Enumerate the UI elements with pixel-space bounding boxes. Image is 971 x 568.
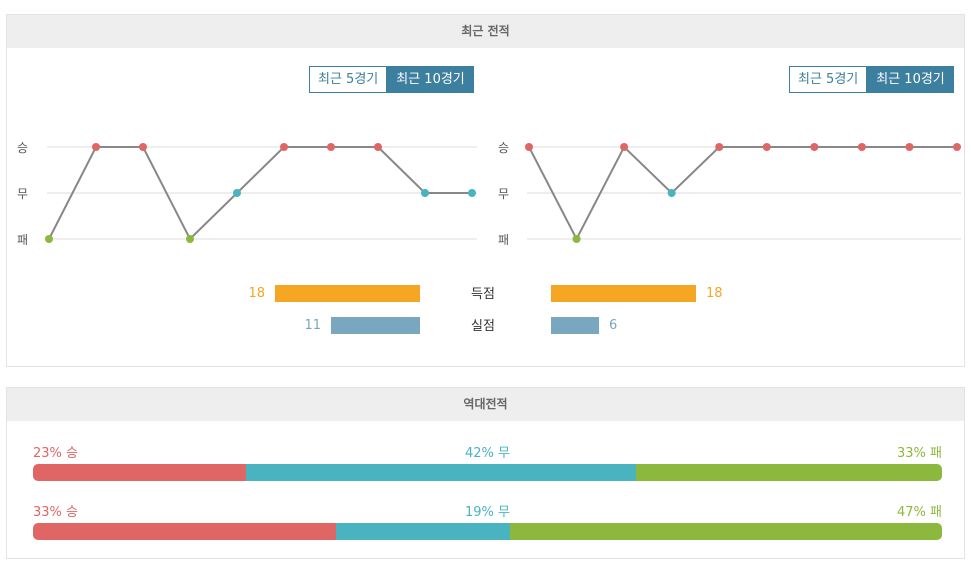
y-label-win: 승	[498, 141, 509, 155]
left-scored-value: 18	[248, 286, 265, 301]
result-point-win	[280, 143, 288, 151]
form-line	[48, 146, 472, 241]
result-point-win	[620, 143, 629, 151]
result-point-win	[810, 143, 819, 151]
right-form-chart: 승무패	[498, 141, 961, 245]
h2h-win-segment	[33, 523, 336, 540]
y-label-draw: 무	[17, 187, 28, 201]
h2h-bar	[33, 523, 942, 540]
right-conceded-bar	[551, 317, 599, 334]
result-point-win	[953, 143, 961, 151]
head-to-head-title: 역대전적	[7, 388, 964, 421]
result-point-draw	[468, 189, 476, 197]
h2h-loss-segment	[510, 523, 942, 540]
h2h-win-segment	[33, 464, 247, 481]
h2h-draw-text: 42% 무	[465, 446, 510, 461]
left-range-toggle: 최근 5경기 최근 10경기	[309, 66, 474, 93]
right-recent-10-button[interactable]: 최근 10경기	[867, 66, 954, 93]
left-scored-bar	[275, 285, 420, 302]
result-point-loss	[186, 235, 194, 243]
right-scored-value: 18	[706, 286, 723, 301]
result-point-win	[715, 143, 724, 151]
result-point-draw	[667, 189, 676, 197]
result-point-win	[762, 143, 771, 151]
scored-label: 득점	[471, 287, 495, 302]
right-range-toggle: 최근 5경기 최근 10경기	[789, 66, 954, 93]
h2h-draw-segment	[335, 523, 511, 540]
y-label-draw: 무	[498, 187, 509, 201]
left-form-chart: 승무패	[17, 141, 477, 245]
form-line	[528, 145, 957, 242]
left-conceded-value: 11	[304, 318, 321, 333]
left-recent-10-button[interactable]: 최근 10경기	[387, 66, 474, 93]
left-recent-5-button[interactable]: 최근 5경기	[309, 66, 388, 93]
left-conceded-bar	[331, 317, 420, 334]
h2h-row-2: 33% 승 19% 무 47% 패	[33, 501, 942, 540]
result-point-win	[857, 143, 866, 151]
result-point-draw	[421, 189, 429, 197]
right-scored-bar	[551, 285, 696, 302]
head-to-head-panel: 역대전적 23% 승 42% 무 33% 패 33% 승 19% 무 47% 패	[6, 387, 965, 559]
result-point-loss	[45, 235, 53, 243]
h2h-loss-text: 33% 패	[897, 446, 942, 461]
recent-results-title: 최근 전적	[7, 15, 964, 48]
y-label-loss: 패	[498, 233, 509, 245]
result-point-win	[139, 143, 147, 151]
h2h-win-text: 23% 승	[33, 446, 78, 461]
conceded-label: 실점	[471, 319, 495, 334]
y-label-win: 승	[17, 141, 28, 155]
result-point-win	[525, 143, 533, 151]
h2h-draw-segment	[246, 464, 636, 481]
y-label-loss: 패	[17, 233, 28, 245]
h2h-loss-text: 47% 패	[897, 505, 942, 520]
result-point-win	[374, 143, 382, 151]
h2h-loss-segment	[635, 464, 942, 481]
right-conceded-value: 6	[609, 318, 618, 333]
h2h-bar	[33, 464, 942, 481]
result-point-win	[905, 143, 914, 151]
right-recent-5-button[interactable]: 최근 5경기	[789, 66, 868, 93]
h2h-draw-text: 19% 무	[465, 505, 510, 520]
result-point-draw	[233, 189, 241, 197]
result-point-win	[327, 143, 335, 151]
h2h-win-text: 33% 승	[33, 505, 78, 520]
result-point-win	[92, 143, 100, 151]
h2h-row-1: 23% 승 42% 무 33% 패	[33, 442, 942, 481]
result-point-loss	[572, 235, 581, 243]
